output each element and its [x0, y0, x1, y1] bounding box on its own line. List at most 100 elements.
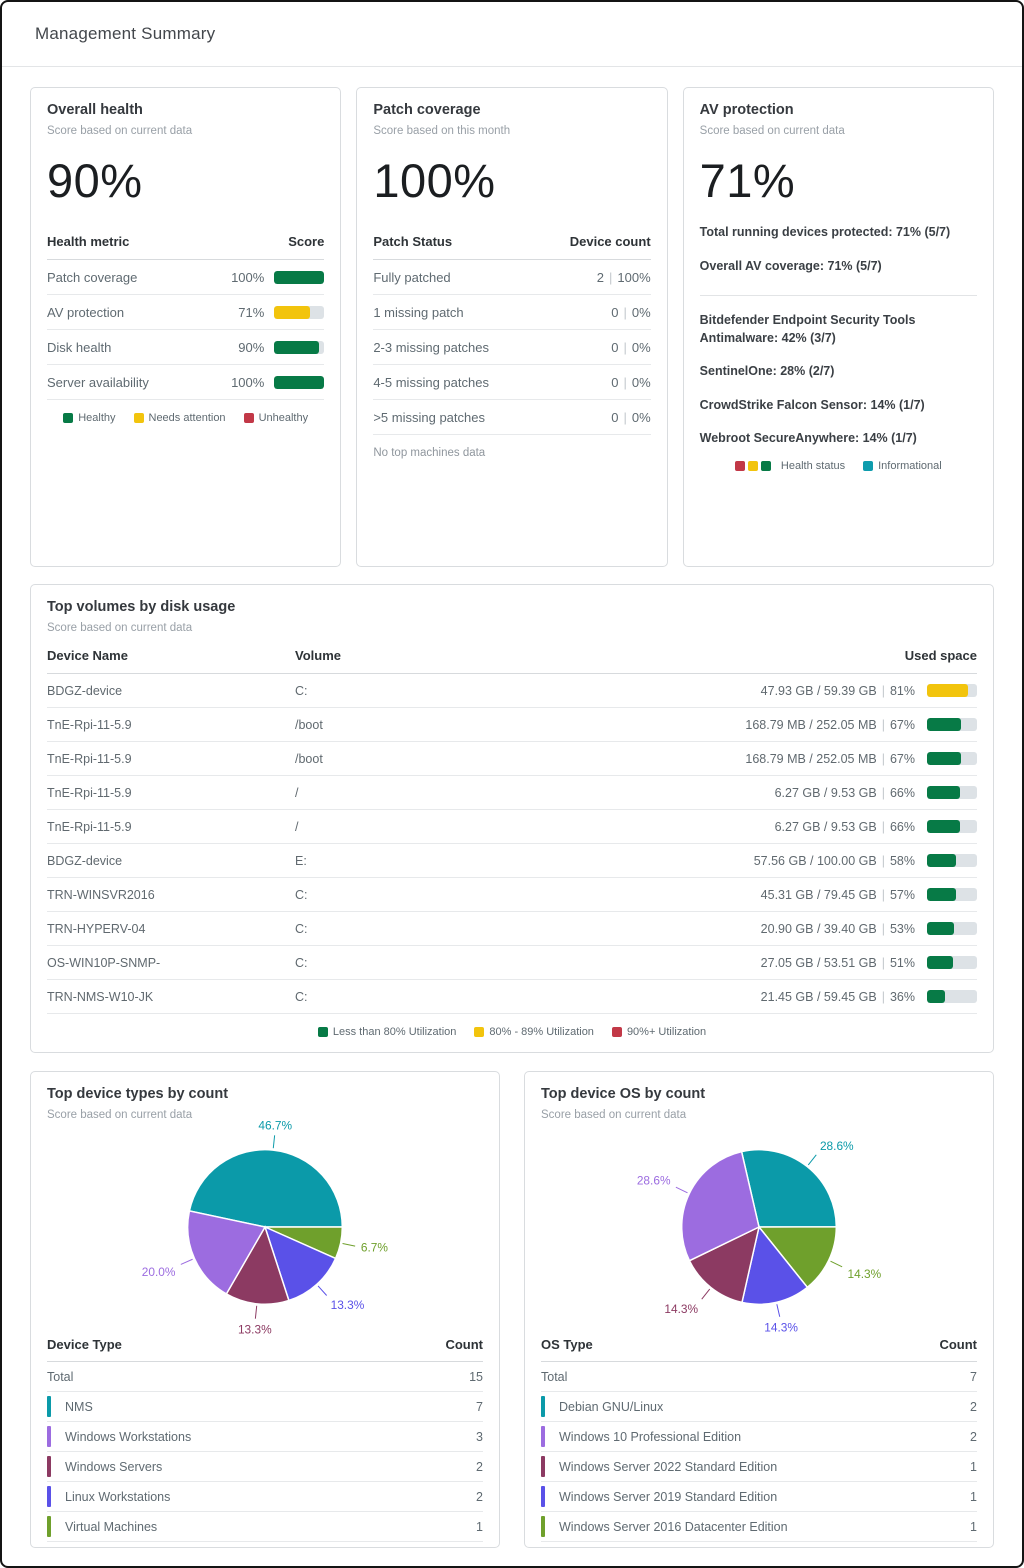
category-color-marker	[541, 1486, 545, 1507]
av-bar-label: Total running devices protected: 71% (5/…	[699, 225, 951, 239]
volume-name: /	[295, 785, 299, 800]
col-used-space: Used space	[904, 648, 977, 663]
used-space-cell: 168.79 MB / 252.05 MB | 67%	[627, 718, 977, 732]
used-space-text: 57.56 GB / 100.00 GB | 58%	[754, 854, 915, 868]
volume-name: C:	[295, 955, 308, 970]
category-color-marker	[47, 1396, 51, 1417]
category-count: 2	[476, 1489, 483, 1504]
category-color-marker	[541, 1426, 545, 1447]
category-color-marker	[541, 1516, 545, 1537]
separator: |	[881, 717, 885, 732]
col-count: Count	[939, 1337, 977, 1352]
patch-coverage-score: 100%	[373, 154, 496, 207]
used-space-cell: 21.45 GB / 59.45 GB | 36%	[627, 990, 977, 1004]
col-device-count: Device count	[569, 234, 651, 249]
legend-item: Unhealthy	[243, 412, 309, 424]
usage-bar	[927, 752, 977, 765]
used-value: 168.79 MB / 252.05 MB	[745, 751, 877, 766]
category-count: 3	[476, 1429, 483, 1444]
category-row: Windows Workstations 3	[47, 1422, 483, 1452]
category-count: 2	[970, 1429, 977, 1444]
col-count: Count	[445, 1337, 483, 1352]
device-count-value: 0 | 0%	[611, 375, 650, 390]
device-name: TnE-Rpi-11-5.9	[47, 785, 132, 800]
av-product-bars: Bitdefender Endpoint Security Tools Anti…	[700, 312, 977, 448]
health-status-legend-item: Health status	[734, 460, 845, 472]
legend-item: Needs attention	[133, 412, 226, 424]
separator: |	[623, 409, 627, 425]
category-row: Windows Server 2016 Datacenter Edition 1	[541, 1512, 977, 1542]
category-label: NMS	[65, 1399, 93, 1414]
used-space-text: 27.05 GB / 53.51 GB | 51%	[761, 956, 915, 970]
pie-slice-percentage-label: 14.3%	[664, 1302, 698, 1316]
category-count: 2	[476, 1459, 483, 1474]
category-row: Windows 10 Professional Edition 2	[541, 1422, 977, 1452]
volume-name: C:	[295, 921, 308, 936]
usage-bar-fill	[927, 752, 961, 765]
usage-bar	[927, 956, 977, 969]
disk-usage-row: OS-WIN10P-SNMP- C: 27.05 GB / 53.51 GB | 51%	[47, 946, 977, 980]
legend-item: Healthy	[63, 412, 116, 424]
av-bar-label: Webroot SecureAnywhere: 14% (1/7)	[699, 431, 917, 445]
separator: |	[881, 989, 885, 1004]
disk-usage-row: TRN-HYPERV-04 C: 20.90 GB / 39.40 GB | 53%	[47, 912, 977, 946]
category-color-marker	[47, 1426, 51, 1447]
category-count: 1	[970, 1519, 977, 1534]
count: 0	[611, 304, 619, 320]
disk-usage-row: BDGZ-device E: 57.56 GB / 100.00 GB | 58%	[47, 844, 977, 878]
used-value: 20.90 GB / 39.40 GB	[760, 921, 877, 936]
patch-coverage-card: Patch coverage Score based on this month…	[356, 87, 668, 567]
col-patch-status: Patch Status	[373, 234, 453, 249]
separator: |	[623, 304, 627, 320]
category-row: Virtual Machines 1	[47, 1512, 483, 1542]
usage-bar-fill	[274, 270, 325, 284]
col-score: Score	[288, 234, 325, 249]
category-label: Virtual Machines	[65, 1519, 158, 1534]
pie-slice-percentage-label: 14.3%	[764, 1321, 798, 1335]
pie-slice-percentage-label: 13.3%	[238, 1323, 272, 1337]
pie-slice-percentage-label: 28.6%	[637, 1174, 671, 1188]
category-color-marker	[47, 1516, 51, 1537]
pie-label-leader	[180, 1258, 193, 1265]
pie-label-leader	[342, 1242, 356, 1247]
percent: 100%	[617, 269, 651, 285]
pie-label-leader	[807, 1154, 817, 1166]
used-space-cell: 57.56 GB / 100.00 GB | 58%	[627, 854, 977, 868]
used-space-text: 6.27 GB / 9.53 GB | 66%	[775, 786, 915, 800]
legend-color-swatch	[734, 460, 745, 471]
os-type-table: Total 7 Debian GNU/Linux 2 Windows 10 Profes…	[541, 1362, 977, 1542]
used-space-text: 20.90 GB / 39.40 GB | 53%	[761, 922, 915, 936]
patch-status-row: 4-5 missing patches 0 | 0%	[373, 365, 651, 400]
health-status-swatches	[734, 460, 771, 471]
disk-usage-card: Top volumes by disk usage Score based on…	[30, 584, 994, 1053]
volume-name: C:	[295, 683, 308, 698]
category-count: 1	[476, 1519, 483, 1534]
separator: |	[881, 921, 885, 936]
metric-value: 90%	[238, 339, 265, 355]
av-bar-label: CrowdStrike Falcon Sensor: 14% (1/7)	[699, 397, 925, 412]
used-space-text: 47.93 GB / 59.39 GB | 81%	[761, 684, 915, 698]
device-name: OS-WIN10P-SNMP-	[47, 955, 161, 970]
legend-color-swatch	[863, 460, 874, 471]
patch-status-label: 2-3 missing patches	[373, 339, 489, 355]
patch-status-label: >5 missing patches	[373, 409, 485, 425]
card-subtitle: Score based on current data	[541, 1109, 687, 1121]
av-bar-label: SentinelOne: 28% (2/7)	[699, 364, 835, 378]
usage-bar-fill	[927, 888, 956, 901]
used-value: 57.56 GB / 100.00 GB	[753, 853, 877, 868]
device-os-card: Top device OS by count Score based on cu…	[524, 1071, 994, 1548]
legend-label: Unhealthy	[258, 412, 309, 424]
separator: |	[881, 785, 885, 800]
used-percent: 66%	[889, 819, 915, 834]
card-title: Patch coverage	[373, 102, 481, 118]
col-os-type: OS Type	[541, 1337, 593, 1352]
used-value: 27.05 GB / 53.51 GB	[760, 955, 877, 970]
pie-label-leader	[701, 1288, 711, 1300]
volume-name: /boot	[295, 717, 323, 732]
used-value: 45.31 GB / 79.45 GB	[760, 887, 877, 902]
disk-usage-row: TRN-NMS-W10-JK C: 21.45 GB / 59.45 GB | 36%	[47, 980, 977, 1014]
pie-slice	[188, 1148, 344, 1228]
legend-color-swatch	[63, 413, 74, 423]
divider	[699, 295, 977, 296]
usage-bar	[927, 888, 977, 901]
